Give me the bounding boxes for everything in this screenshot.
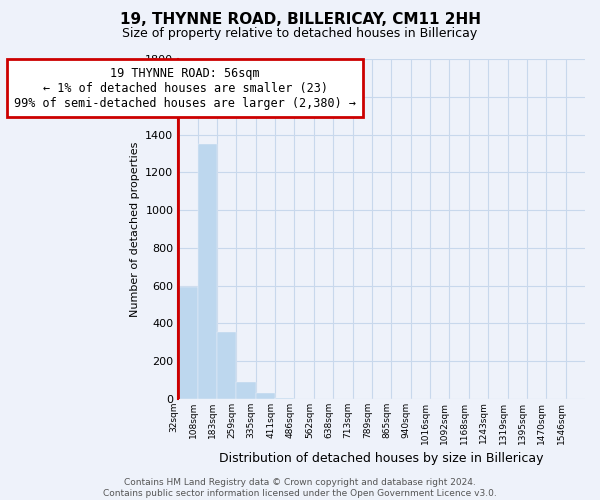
Bar	[197, 144, 217, 399]
Bar	[236, 382, 256, 399]
Text: Contains HM Land Registry data © Crown copyright and database right 2024.
Contai: Contains HM Land Registry data © Crown c…	[103, 478, 497, 498]
Bar	[217, 332, 236, 399]
Bar	[256, 393, 275, 399]
Bar	[275, 398, 295, 399]
Text: 19, THYNNE ROAD, BILLERICAY, CM11 2HH: 19, THYNNE ROAD, BILLERICAY, CM11 2HH	[119, 12, 481, 28]
Bar	[178, 288, 197, 399]
X-axis label: Distribution of detached houses by size in Billericay: Distribution of detached houses by size …	[220, 452, 544, 465]
Text: Size of property relative to detached houses in Billericay: Size of property relative to detached ho…	[122, 28, 478, 40]
Y-axis label: Number of detached properties: Number of detached properties	[130, 141, 140, 316]
Text: 19 THYNNE ROAD: 56sqm
← 1% of detached houses are smaller (23)
99% of semi-detac: 19 THYNNE ROAD: 56sqm ← 1% of detached h…	[14, 66, 356, 110]
